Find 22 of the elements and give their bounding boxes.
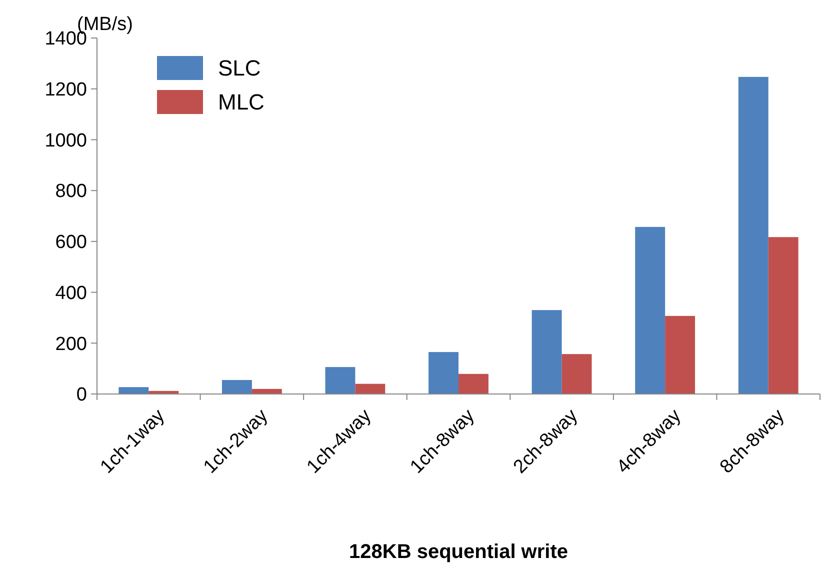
y-tick-label: 0 xyxy=(76,384,87,406)
y-tick-label: 1000 xyxy=(44,130,87,152)
y-tick-label: 600 xyxy=(55,232,87,254)
bar xyxy=(355,384,386,394)
bar xyxy=(428,352,458,394)
y-tick-label: 400 xyxy=(55,282,87,304)
y-tick-label: 1200 xyxy=(44,80,87,101)
bar xyxy=(532,310,562,394)
x-axis-title: 128KB sequential write xyxy=(349,541,568,563)
legend-label: SLC xyxy=(218,56,261,81)
y-tick-label: 800 xyxy=(55,181,87,202)
bar xyxy=(738,76,768,394)
y-tick-label: 200 xyxy=(55,334,87,355)
bar xyxy=(562,354,592,394)
bar xyxy=(665,316,696,394)
bar xyxy=(768,237,798,394)
bar xyxy=(222,380,252,394)
bar xyxy=(325,367,356,394)
bar xyxy=(635,226,666,394)
legend-label: MLC xyxy=(218,90,265,115)
bar xyxy=(118,387,149,394)
bar xyxy=(458,374,488,394)
